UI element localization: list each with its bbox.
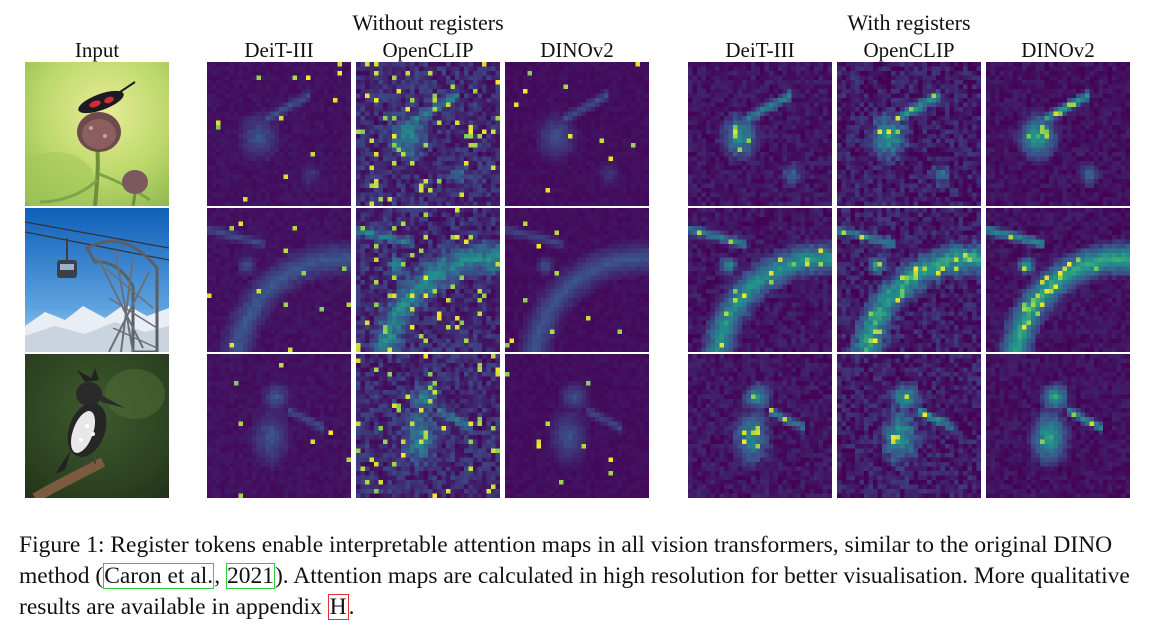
attention-map-cablecar-deit-with	[688, 208, 832, 352]
attention-map-cablecar-openclip-without	[356, 208, 500, 352]
with-registers-group-label: With registers	[847, 10, 971, 35]
attention-map-insect-deit-with	[688, 62, 832, 206]
attention-map-insect-dinov2-with	[986, 62, 1130, 206]
model-label-dinov2-with: DINOv2	[1021, 38, 1095, 62]
attention-map-bird-dinov2-with	[986, 354, 1130, 498]
caption-citation-separator: ,	[214, 563, 226, 589]
appendix-reference-link[interactable]: H	[327, 594, 349, 620]
caption-text-prefix: Figure 1: Register tokens enable interpr…	[19, 532, 1113, 589]
input-photo-kingfisher-bird	[25, 354, 169, 498]
attention-map-bird-deit-without	[207, 354, 351, 498]
attention-map-insect-dinov2-without	[505, 62, 649, 206]
input-photo-cable-car-tower	[25, 208, 169, 352]
citation-link-author[interactable]: Caron et al.	[103, 563, 215, 589]
caption-text-suffix: .	[348, 594, 355, 620]
attention-map-cablecar-openclip-with	[837, 208, 981, 352]
model-label-openclip-with: OpenCLIP	[863, 38, 955, 62]
figure-caption: Figure 1: Register tokens enable interpr…	[19, 530, 1131, 623]
attention-map-cablecar-deit-without	[207, 208, 351, 352]
attention-map-bird-dinov2-without	[505, 354, 649, 498]
caption-text-middle: ). Attention maps are calculated in high…	[19, 563, 1130, 620]
attention-map-insect-openclip-without	[356, 62, 500, 206]
input-photo-insect-on-flower	[25, 62, 169, 206]
attention-map-bird-openclip-with	[837, 354, 981, 498]
model-label-openclip-without: OpenCLIP	[382, 38, 474, 62]
attention-map-bird-deit-with	[688, 354, 832, 498]
attention-map-bird-openclip-without	[356, 354, 500, 498]
attention-map-cablecar-dinov2-with	[986, 208, 1130, 352]
citation-link-year[interactable]: 2021	[225, 563, 275, 589]
model-label-deit-with: DeiT-III	[725, 38, 795, 62]
model-label-dinov2-without: DINOv2	[540, 38, 614, 62]
attention-map-insect-openclip-with	[837, 62, 981, 206]
input-column-label: Input	[74, 38, 120, 62]
attention-map-cablecar-dinov2-without	[505, 208, 649, 352]
without-registers-group-label: Without registers	[352, 10, 504, 35]
model-label-deit-without: DeiT-III	[244, 38, 314, 62]
attention-map-insect-deit-without	[207, 62, 351, 206]
